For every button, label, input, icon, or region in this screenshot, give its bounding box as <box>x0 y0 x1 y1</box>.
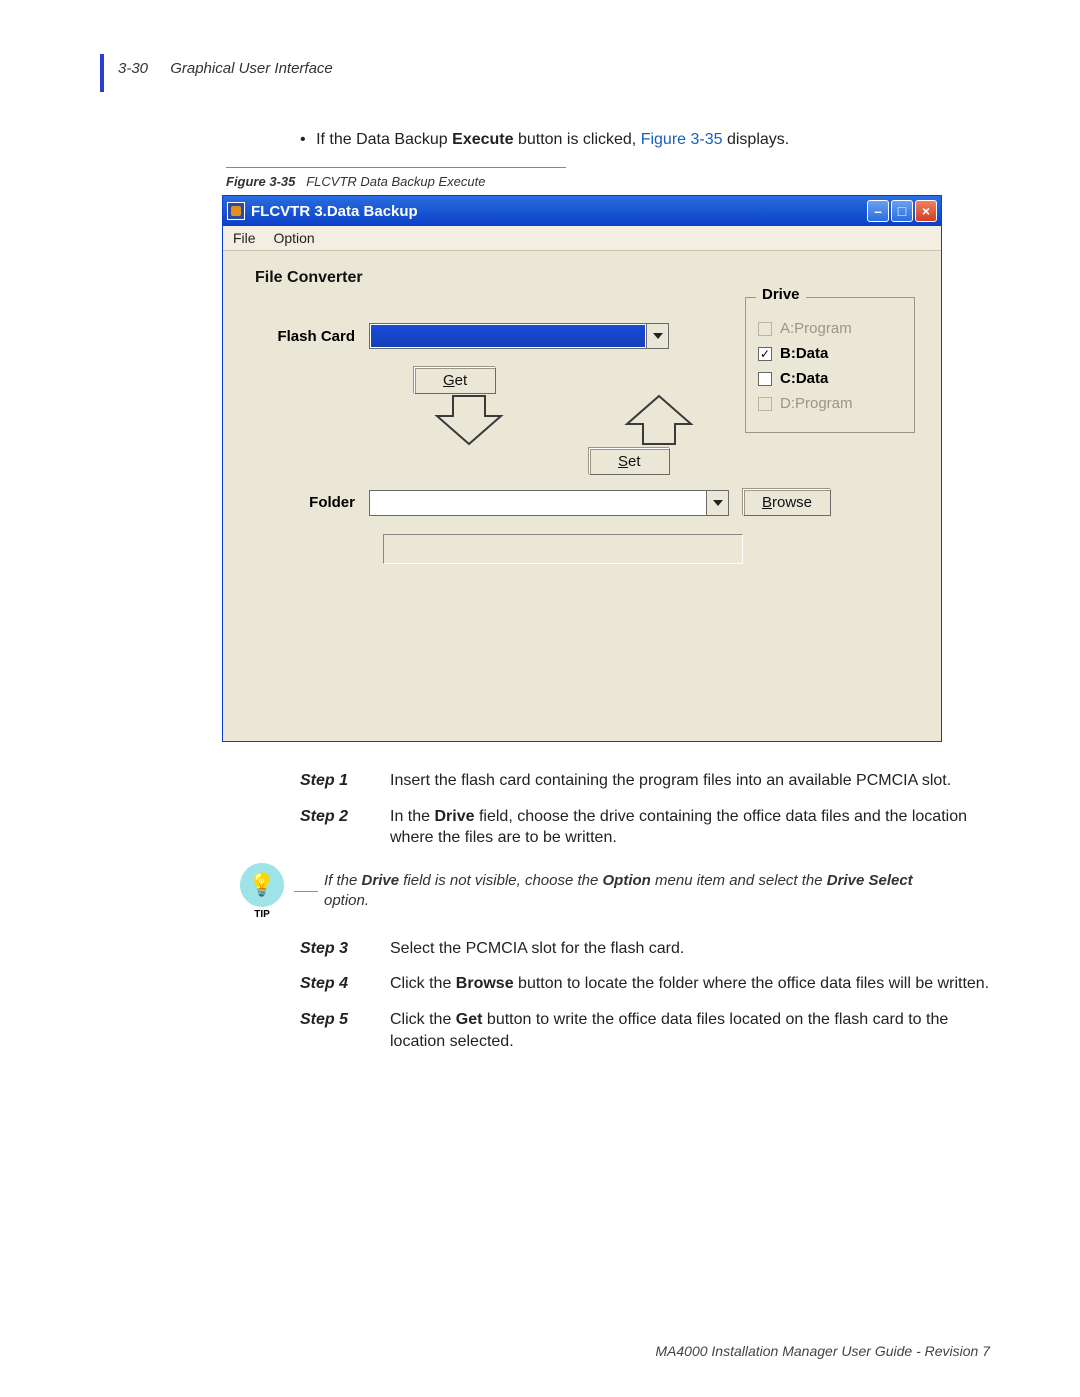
step: Step 5Click the Get button to write the … <box>300 1009 990 1052</box>
footer: MA4000 Installation Manager User Guide -… <box>655 1343 990 1359</box>
tip-block: 💡 TIP If the Drive field is not visible,… <box>230 863 990 920</box>
step: Step 1Insert the flash card containing t… <box>300 770 990 792</box>
drive-item-0: A:Program <box>758 320 902 337</box>
header-accent-bar <box>100 54 104 92</box>
tip-text: If the Drive field is not visible, choos… <box>324 871 914 912</box>
close-button[interactable]: × <box>915 200 937 222</box>
page-number: 3-30 <box>118 60 148 77</box>
drive-item-2[interactable]: C:Data <box>758 370 902 387</box>
checkbox-icon <box>758 397 772 411</box>
dropdown-icon[interactable] <box>706 491 728 515</box>
arrow-up-icon <box>619 394 699 446</box>
status-box <box>383 534 743 564</box>
maximize-button[interactable]: □ <box>891 200 913 222</box>
app-icon <box>227 202 245 220</box>
flcvtr-window: FLCVTR 3.Data Backup – □ × File Option F… <box>222 195 942 742</box>
browse-button[interactable]: Browse <box>743 489 831 516</box>
tip-label: TIP <box>230 909 294 920</box>
steps-list-2: Step 3Select the PCMCIA slot for the fla… <box>300 938 990 1052</box>
drive-groupbox: Drive A:Program✓B:DataC:DataD:Program <box>745 297 915 433</box>
window-title: FLCVTR 3.Data Backup <box>251 203 418 220</box>
step-label: Step 4 <box>300 973 390 995</box>
drive-legend: Drive <box>756 286 806 303</box>
menu-option[interactable]: Option <box>273 230 314 246</box>
figure-caption: Figure 3-35 FLCVTR Data Backup Execute <box>226 174 990 189</box>
step: Step 3Select the PCMCIA slot for the fla… <box>300 938 990 960</box>
flash-card-combo[interactable] <box>369 323 669 349</box>
steps-list: Step 1Insert the flash card containing t… <box>300 770 990 849</box>
section-title: Graphical User Interface <box>170 60 333 77</box>
step-label: Step 3 <box>300 938 390 960</box>
dropdown-icon[interactable] <box>646 324 668 348</box>
drive-item-label: C:Data <box>780 370 828 387</box>
drive-item-label: B:Data <box>780 345 828 362</box>
flash-card-label: Flash Card <box>249 328 369 345</box>
drive-item-3: D:Program <box>758 395 902 412</box>
step-label: Step 5 <box>300 1009 390 1052</box>
get-button[interactable]: Get <box>414 367 496 394</box>
titlebar: FLCVTR 3.Data Backup – □ × <box>223 196 941 226</box>
tip-icon: 💡 <box>240 863 284 907</box>
step-body: Click the Get button to write the office… <box>390 1009 990 1052</box>
menubar: File Option <box>223 226 941 251</box>
menu-file[interactable]: File <box>233 230 256 246</box>
intro-text: • If the Data Backup Execute button is c… <box>300 131 990 149</box>
figure-rule <box>226 167 566 168</box>
checkbox-icon[interactable] <box>758 372 772 386</box>
page-header: 3-30 Graphical User Interface <box>118 60 990 77</box>
figure-link[interactable]: Figure 3-35 <box>641 131 723 148</box>
arrow-down-icon <box>429 394 509 446</box>
minimize-button[interactable]: – <box>867 200 889 222</box>
drive-item-label: A:Program <box>780 320 852 337</box>
step-label: Step 1 <box>300 770 390 792</box>
checkbox-icon <box>758 322 772 336</box>
step: Step 2In the Drive field, choose the dri… <box>300 806 990 849</box>
drive-item-label: D:Program <box>780 395 853 412</box>
step: Step 4Click the Browse button to locate … <box>300 973 990 995</box>
step-body: Insert the flash card containing the pro… <box>390 770 990 792</box>
file-converter-heading: File Converter <box>255 269 915 287</box>
step-body: In the Drive field, choose the drive con… <box>390 806 990 849</box>
step-body: Click the Browse button to locate the fo… <box>390 973 990 995</box>
set-button[interactable]: Set <box>589 448 670 475</box>
step-body: Select the PCMCIA slot for the flash car… <box>390 938 990 960</box>
step-label: Step 2 <box>300 806 390 849</box>
folder-label: Folder <box>249 494 369 511</box>
folder-combo[interactable] <box>369 490 729 516</box>
drive-item-1[interactable]: ✓ B:Data <box>758 345 902 362</box>
checkbox-icon[interactable]: ✓ <box>758 347 772 361</box>
